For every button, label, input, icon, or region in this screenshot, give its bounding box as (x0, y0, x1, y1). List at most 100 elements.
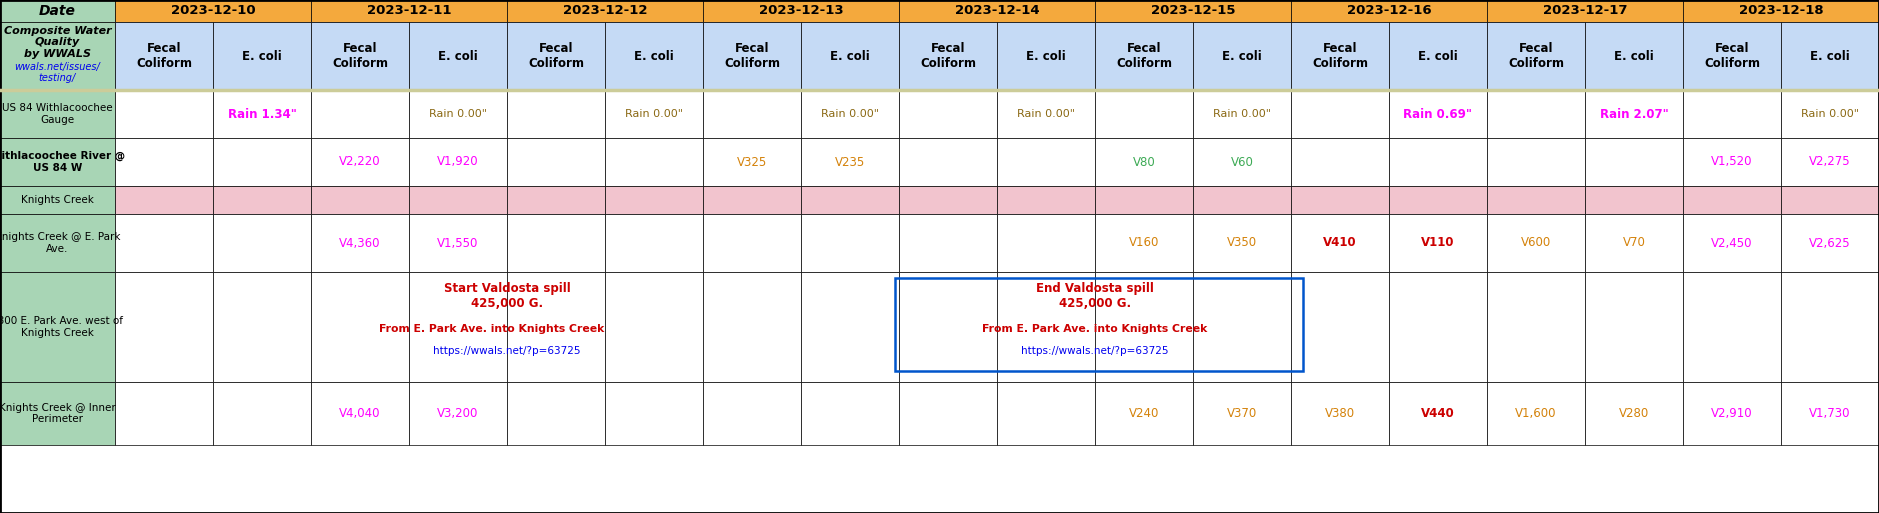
Bar (312, 382, 410, 445)
Bar (410, 90, 507, 138)
Bar (800, 382, 898, 445)
Bar (1486, 90, 1586, 138)
Bar (1586, 186, 1684, 214)
Bar (703, 382, 800, 445)
Bar (1586, 138, 1684, 186)
Bar (1684, 214, 1781, 272)
Bar (998, 22, 1095, 90)
Text: E. coli: E. coli (1419, 49, 1458, 63)
Bar (898, 90, 998, 138)
Bar (0, 214, 115, 272)
Bar (800, 272, 898, 382)
Text: E. coli: E. coli (438, 49, 477, 63)
Text: Composite Water
Quality
by WWALS: Composite Water Quality by WWALS (4, 26, 111, 59)
Bar (115, 22, 212, 90)
Text: V1,600: V1,600 (1514, 407, 1556, 420)
Bar (1586, 90, 1684, 138)
Text: E. coli: E. coli (242, 49, 282, 63)
Bar (212, 22, 312, 90)
Bar (703, 138, 800, 186)
Text: V2,450: V2,450 (1712, 236, 1753, 249)
Bar (998, 90, 1095, 138)
Text: Fecal
Coliform: Fecal Coliform (528, 42, 584, 70)
Bar (212, 186, 312, 214)
Bar (1486, 22, 1586, 90)
Bar (605, 138, 703, 186)
Bar (1781, 138, 1879, 186)
Bar (0, 138, 115, 186)
Bar (1586, 382, 1684, 445)
Bar (507, 138, 605, 186)
Bar (312, 0, 507, 22)
Text: End Valdosta spill
425,000 G.: End Valdosta spill 425,000 G. (1035, 282, 1154, 310)
Text: Rain 0.00": Rain 0.00" (821, 109, 879, 119)
Text: US 84 Withlacoochee
Gauge: US 84 Withlacoochee Gauge (2, 103, 113, 125)
Text: 2023-12-10: 2023-12-10 (171, 5, 256, 17)
Bar (312, 214, 410, 272)
Bar (800, 214, 898, 272)
Bar (212, 272, 312, 382)
Bar (312, 22, 410, 90)
Bar (1193, 22, 1291, 90)
Text: Knights Creek: Knights Creek (21, 195, 94, 205)
Text: E. coli: E. coli (1809, 49, 1849, 63)
Text: E. coli: E. coli (1026, 49, 1065, 63)
Bar (1291, 186, 1389, 214)
Bar (1781, 382, 1879, 445)
Bar (1684, 138, 1781, 186)
Bar (0, 382, 115, 445)
Bar (410, 272, 507, 382)
Bar (800, 186, 898, 214)
Bar (410, 214, 507, 272)
Text: 1800 E. Park Ave. west of
Knights Creek: 1800 E. Park Ave. west of Knights Creek (0, 316, 124, 338)
Bar (998, 272, 1095, 382)
Text: V160: V160 (1129, 236, 1159, 249)
Bar (1486, 214, 1586, 272)
Bar (1586, 272, 1684, 382)
Bar (998, 186, 1095, 214)
Bar (1586, 214, 1684, 272)
Text: V1,520: V1,520 (1712, 155, 1753, 168)
Bar (605, 22, 703, 90)
Bar (898, 0, 1095, 22)
Bar (0, 186, 115, 214)
Text: V440: V440 (1421, 407, 1454, 420)
Bar (212, 382, 312, 445)
Bar (703, 272, 800, 382)
Text: V70: V70 (1623, 236, 1646, 249)
Text: V280: V280 (1620, 407, 1650, 420)
Text: Rain 0.00": Rain 0.00" (626, 109, 682, 119)
Bar (605, 186, 703, 214)
Bar (605, 90, 703, 138)
Bar (1389, 138, 1486, 186)
Bar (1291, 22, 1389, 90)
Text: E. coli: E. coli (1614, 49, 1654, 63)
Bar (1291, 138, 1389, 186)
Bar (898, 272, 998, 382)
Bar (1684, 0, 1879, 22)
Text: 2023-12-12: 2023-12-12 (562, 5, 646, 17)
Bar (1486, 382, 1586, 445)
Bar (115, 138, 212, 186)
Bar (1781, 90, 1879, 138)
Text: https://wwals.net/?p=63725: https://wwals.net/?p=63725 (434, 346, 581, 356)
Bar (898, 138, 998, 186)
Bar (703, 22, 800, 90)
Text: V60: V60 (1231, 155, 1253, 168)
Text: V2,275: V2,275 (1809, 155, 1851, 168)
Bar (1095, 382, 1193, 445)
Text: Rain 0.00": Rain 0.00" (1017, 109, 1075, 119)
Bar (212, 214, 312, 272)
Bar (898, 382, 998, 445)
Bar (507, 382, 605, 445)
Bar (1781, 186, 1879, 214)
Bar (605, 272, 703, 382)
Bar (1486, 0, 1684, 22)
Bar (894, 278, 1302, 371)
Text: 2023-12-13: 2023-12-13 (759, 5, 844, 17)
Bar (1095, 22, 1193, 90)
Bar (1684, 186, 1781, 214)
Bar (1095, 138, 1193, 186)
Text: Fecal
Coliform: Fecal Coliform (135, 42, 192, 70)
Bar (1095, 272, 1193, 382)
